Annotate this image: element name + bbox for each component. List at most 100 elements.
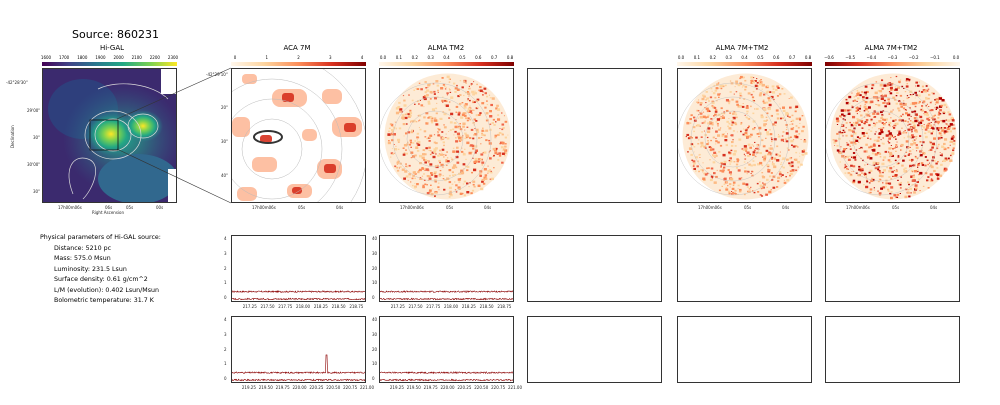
colorbar-aca-tick-4: 4 (360, 55, 364, 60)
map-speckle (767, 169, 771, 172)
map-speckle (695, 170, 697, 172)
map-speckle (911, 179, 915, 182)
map-speckle (723, 166, 726, 169)
map-speckle (938, 132, 942, 135)
map-speckle (789, 157, 792, 160)
map-speckle (416, 149, 420, 152)
higal-ytick-3: 30'00" (27, 162, 41, 167)
map-speckle (940, 131, 942, 133)
map-speckle (887, 190, 890, 192)
panel-title-tm2: ALMA TM2 (427, 44, 465, 52)
map-speckle (902, 159, 905, 162)
map-speckle (736, 131, 738, 133)
map-speckle (929, 173, 933, 176)
map-speckle (754, 84, 758, 87)
map-speckle (709, 178, 713, 182)
map-speckle (693, 116, 696, 119)
spectrum-ytick: 4 (224, 236, 227, 241)
map-speckle (431, 151, 435, 154)
spectrum-ytick: 40 (372, 236, 378, 241)
map-speckle (735, 116, 738, 119)
map-speckle (886, 84, 889, 87)
map-speckle (904, 167, 907, 170)
map-speckle (503, 115, 505, 117)
map-speckle (908, 80, 911, 82)
map-speckle (464, 103, 468, 106)
map-speckle (873, 148, 876, 150)
map-speckle (871, 87, 874, 90)
map-speckle (692, 165, 695, 167)
aca-xtick-0: 17h00m06s (252, 205, 276, 210)
map-speckle (892, 148, 894, 150)
map-speckle (745, 116, 748, 119)
map-speckle (760, 187, 763, 190)
map-speckle (717, 93, 721, 96)
map-speckle (772, 88, 775, 90)
map-speckle (775, 88, 778, 91)
map-speckle (464, 148, 466, 150)
map-speckle (877, 180, 880, 183)
map-speckle (455, 105, 459, 108)
map-speckle (863, 184, 865, 186)
map-speckle (893, 147, 896, 149)
map-speckle (424, 136, 427, 138)
map-speckle (845, 156, 847, 158)
map-speckle (712, 154, 716, 157)
map-speckle (701, 131, 703, 133)
map-speckle (449, 121, 453, 124)
map-speckle (877, 190, 879, 192)
map-speckle (919, 135, 922, 137)
map-speckle (866, 178, 868, 180)
map-speckle (866, 179, 868, 182)
map-speckle (759, 152, 762, 155)
map-speckle (873, 139, 876, 142)
map-speckle (416, 88, 420, 90)
map-speckle (700, 141, 704, 145)
map-speckle (761, 195, 763, 197)
map-speckle (485, 119, 489, 122)
map-speckle (468, 95, 470, 97)
map-speckle (403, 135, 405, 137)
map-speckle (908, 183, 910, 186)
map-speckle (777, 87, 780, 89)
map-speckle (690, 114, 693, 117)
map-speckle (413, 89, 416, 91)
map-speckle (899, 116, 901, 118)
map-speckle (458, 111, 461, 114)
map-speckle (723, 111, 725, 113)
map-speckle (739, 94, 742, 97)
map-speckle (393, 152, 395, 154)
map-speckle (898, 182, 902, 186)
map-speckle (716, 100, 718, 102)
map-speckle (426, 89, 430, 92)
spectrum-empty-row2-b (677, 316, 812, 383)
map-speckle (874, 116, 877, 118)
map-speckle (771, 163, 775, 166)
map-speckle (732, 139, 734, 141)
map-speckle (922, 89, 926, 92)
map-speckle (724, 135, 728, 138)
map-speckle (763, 101, 766, 104)
map-speckle (890, 178, 893, 180)
map-speckle (434, 97, 437, 100)
map-speckle (732, 191, 734, 194)
spectrum-tm2-row1 (379, 235, 514, 302)
map-speckle (733, 93, 735, 95)
map-speckle (939, 174, 943, 177)
map-speckle (897, 156, 900, 159)
map-speckle (782, 157, 786, 160)
map-speckle (930, 109, 934, 112)
map-speckle (754, 108, 756, 110)
map-speckle (690, 153, 693, 156)
map-speckle (874, 123, 877, 125)
map-speckle (722, 168, 724, 170)
map-speckle (687, 151, 689, 153)
map-speckle (481, 164, 484, 166)
map-speckle (729, 157, 732, 160)
map-speckle (890, 196, 893, 200)
map-speckle (766, 178, 769, 181)
map-speckle (442, 101, 444, 103)
map-speckle (472, 157, 474, 159)
map-speckle (879, 127, 883, 130)
map-speckle (856, 136, 859, 138)
